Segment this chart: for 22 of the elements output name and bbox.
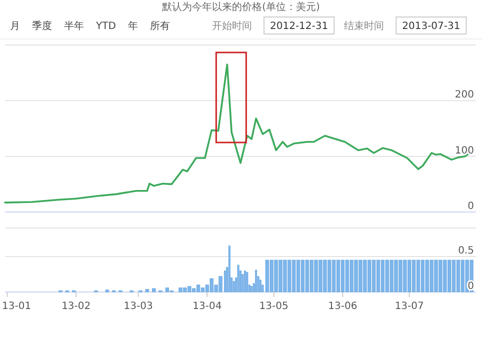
y-tick-label: 0 [468,201,474,212]
text: 所有 [150,20,170,32]
x-tick-label: 13-05 [259,301,288,312]
x-tick-label: 13-03 [124,301,153,312]
text: 2013-07-31 [402,21,460,32]
text: 月 [10,21,20,32]
x-tick-label: 13-02 [62,301,91,312]
y-tick-label: 200 [454,90,474,101]
y-tick-label: 0.5 [458,245,474,256]
text: 2012-12-31 [270,21,328,32]
text: 半年 [64,20,84,32]
y-tick-label: 100 [454,145,474,156]
text: YTD [95,21,116,32]
text: 结束时间 [344,20,384,32]
text: 年 [128,20,138,32]
x-tick-label: 13-07 [394,301,424,312]
text: 开始时间 [212,20,252,32]
x-tick-label: 13-01 [2,301,32,312]
x-tick-label: 13-04 [192,301,222,312]
text: 季度 [32,20,52,32]
chart-title: 默认为今年以来的价格(单位：美元) [161,1,320,13]
x-tick-label: 13-06 [328,301,358,312]
